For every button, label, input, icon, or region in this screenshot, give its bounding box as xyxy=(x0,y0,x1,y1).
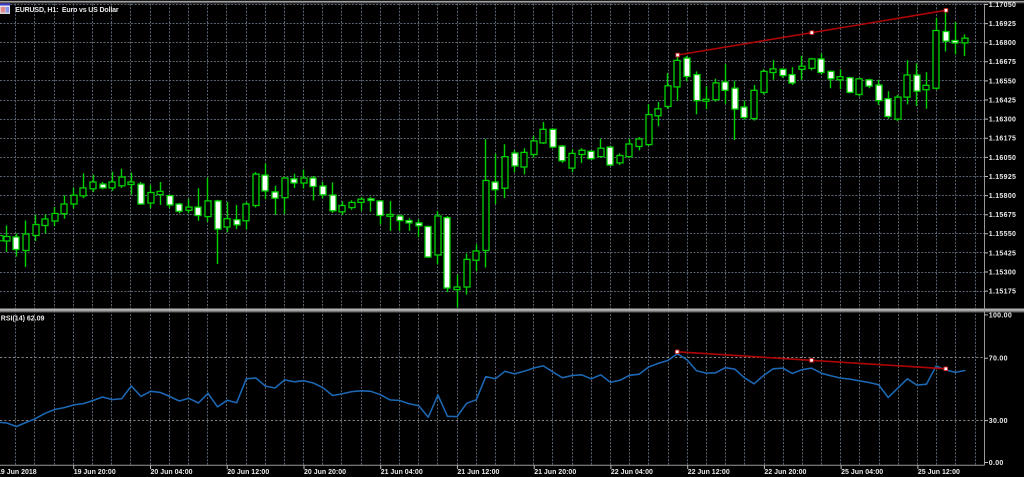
svg-text:21 Jun 04:00: 21 Jun 04:00 xyxy=(381,469,423,476)
svg-text:1.16550: 1.16550 xyxy=(989,78,1016,85)
svg-text:1.16425: 1.16425 xyxy=(989,97,1016,104)
svg-text:30.00: 30.00 xyxy=(989,418,1008,425)
svg-text:1.17050: 1.17050 xyxy=(989,2,1016,9)
svg-text:1.16300: 1.16300 xyxy=(989,117,1016,124)
svg-text:22 Jun 04:00: 22 Jun 04:00 xyxy=(611,469,653,476)
svg-text:1.15925: 1.15925 xyxy=(989,174,1016,181)
svg-text:19 Jun 20:00: 19 Jun 20:00 xyxy=(74,469,116,476)
svg-text:25 Jun 12:00: 25 Jun 12:00 xyxy=(918,469,960,476)
svg-text:22 Jun 20:00: 22 Jun 20:00 xyxy=(764,469,806,476)
svg-text:1.15175: 1.15175 xyxy=(989,289,1016,296)
svg-text:70.00: 70.00 xyxy=(989,356,1008,363)
svg-text:1.15550: 1.15550 xyxy=(989,231,1016,238)
svg-text:1.16675: 1.16675 xyxy=(989,59,1016,66)
svg-text:1.16800: 1.16800 xyxy=(989,40,1016,47)
svg-text:0.00: 0.00 xyxy=(989,460,1004,467)
svg-text:21 Jun 12:00: 21 Jun 12:00 xyxy=(457,469,499,476)
svg-text:1.15300: 1.15300 xyxy=(989,269,1016,276)
svg-text:20 Jun 20:00: 20 Jun 20:00 xyxy=(304,469,346,476)
svg-text:1.15425: 1.15425 xyxy=(989,250,1016,257)
svg-text:1.15675: 1.15675 xyxy=(989,212,1016,219)
svg-text:25 Jun 04:00: 25 Jun 04:00 xyxy=(841,469,883,476)
svg-text:20 Jun 04:00: 20 Jun 04:00 xyxy=(151,469,193,476)
svg-text:100.00: 100.00 xyxy=(989,312,1012,319)
svg-text:RSI(14) 62.09: RSI(14) 62.09 xyxy=(1,316,45,323)
svg-text:22 Jun 12:00: 22 Jun 12:00 xyxy=(688,469,730,476)
svg-text:1.15800: 1.15800 xyxy=(989,193,1016,200)
svg-text:19 Jun 2018: 19 Jun 2018 xyxy=(0,469,37,476)
svg-text:21 Jun 20:00: 21 Jun 20:00 xyxy=(534,469,576,476)
svg-text:20 Jun 12:00: 20 Jun 12:00 xyxy=(227,469,269,476)
svg-text:1.16175: 1.16175 xyxy=(989,136,1016,143)
svg-text:1.16925: 1.16925 xyxy=(989,21,1016,28)
svg-text:1.16050: 1.16050 xyxy=(989,155,1016,162)
svg-text:EURUSD, H1: Euro vs US Dollar: EURUSD, H1: Euro vs US Dollar xyxy=(15,7,119,14)
